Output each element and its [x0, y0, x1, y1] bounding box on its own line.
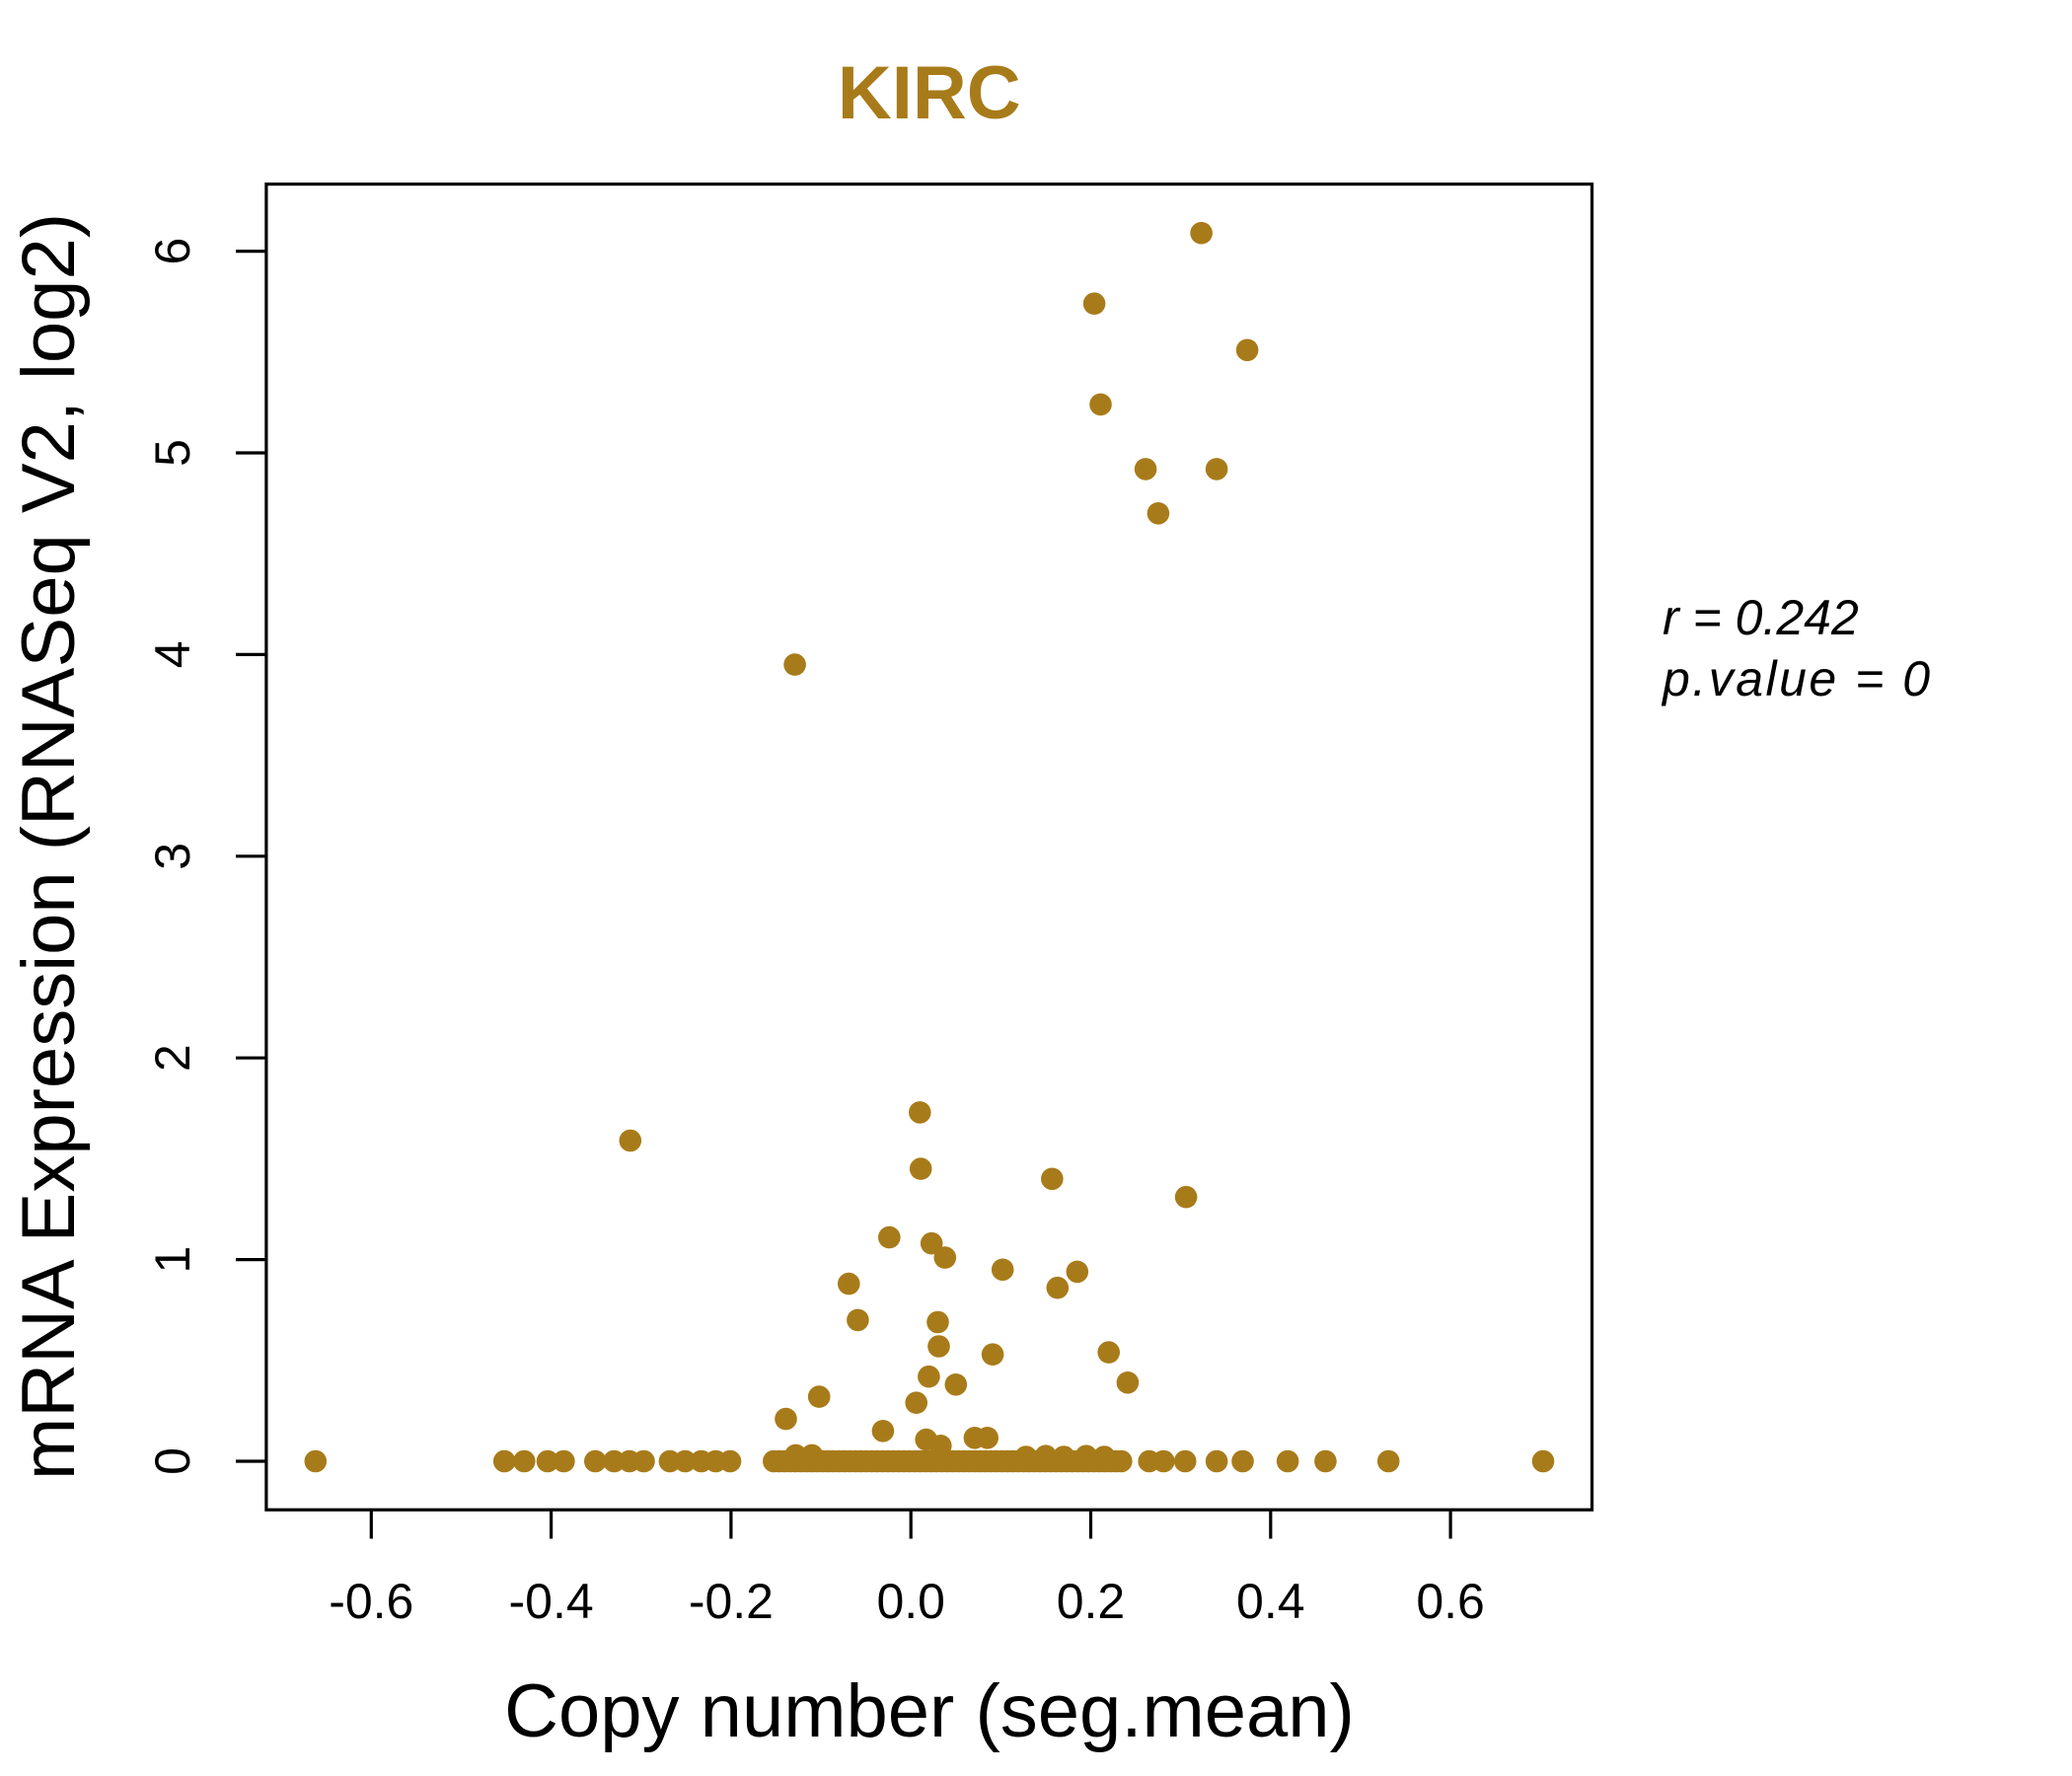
svg-text:0.2: 0.2	[1057, 1574, 1126, 1629]
svg-text:mRNA Expression (RNASeq V2, lo: mRNA Expression (RNASeq V2, log2)	[7, 213, 91, 1480]
svg-text:5: 5	[145, 439, 200, 467]
svg-text:3: 3	[145, 843, 200, 870]
svg-text:-0.4: -0.4	[509, 1574, 594, 1629]
svg-text:-0.6: -0.6	[329, 1574, 413, 1629]
svg-text:0.6: 0.6	[1416, 1574, 1485, 1629]
svg-text:0: 0	[145, 1447, 200, 1475]
svg-text:1: 1	[145, 1246, 200, 1274]
svg-text:2: 2	[145, 1044, 200, 1072]
svg-text:p.value = 0: p.value = 0	[1661, 651, 1933, 706]
svg-text:6: 6	[145, 238, 200, 265]
svg-text:-0.2: -0.2	[689, 1574, 774, 1629]
svg-text:r = 0.242: r = 0.242	[1663, 590, 1859, 645]
svg-text:0.0: 0.0	[876, 1574, 945, 1629]
svg-text:Copy number (seg.mean): Copy number (seg.mean)	[504, 1669, 1355, 1753]
svg-text:KIRC: KIRC	[838, 51, 1021, 135]
svg-text:0.4: 0.4	[1236, 1574, 1305, 1629]
svg-text:4: 4	[145, 640, 200, 668]
